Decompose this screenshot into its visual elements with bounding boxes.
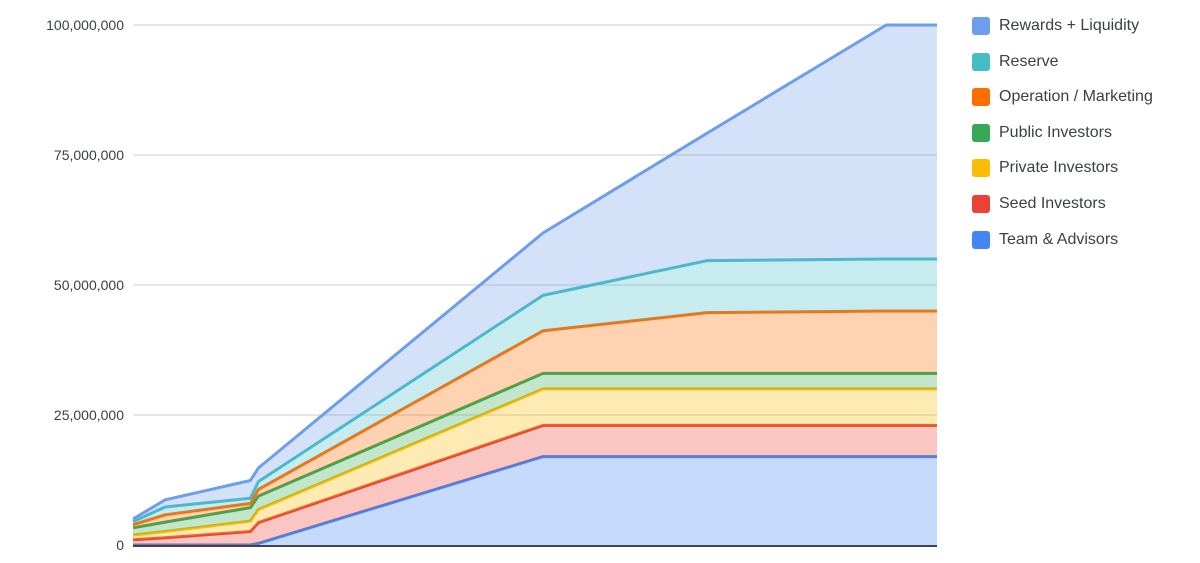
series-public-investors — [132, 371, 937, 536]
legend-color-swatch — [972, 195, 990, 213]
legend-color-swatch — [972, 230, 990, 249]
public-investors-line — [132, 371, 937, 530]
legend-color-swatch — [972, 123, 990, 142]
legend-item-label: Operation / Marketing — [999, 88, 1153, 106]
y-tick-label: 25,000,000 — [54, 407, 124, 423]
legend-item-label: Public Investors — [999, 123, 1112, 141]
legend-item-private-investors[interactable]: Private Investors — [972, 159, 1119, 178]
legend-item-label: Private Investors — [999, 159, 1119, 177]
y-tick-label: 75,000,000 — [54, 147, 124, 163]
rewards-liquidity-line — [132, 23, 937, 521]
public-investors-area — [133, 373, 937, 536]
private-investors-line — [132, 387, 937, 537]
rewards-liquidity-area — [133, 25, 937, 522]
private-investors-area — [133, 389, 937, 540]
legend-item-rewards-liquidity[interactable]: Rewards + Liquidity — [972, 17, 1139, 35]
legend-color-swatch — [972, 88, 990, 107]
legend-item-team-advisors[interactable]: Team & Advisors — [972, 230, 1119, 249]
legend-item-label: Rewards + Liquidity — [999, 17, 1140, 34]
legend-item-public-investors[interactable]: Public Investors — [972, 123, 1112, 142]
team-advisors-area — [133, 456, 937, 545]
reserve-area — [133, 259, 937, 525]
seed-investors-area — [133, 425, 937, 545]
reserve-line — [132, 257, 937, 523]
legend-item-label: Seed Investors — [999, 195, 1106, 212]
legend-item-reserve[interactable]: Reserve — [972, 52, 1059, 71]
legend-item-operation-marketing[interactable]: Operation / Marketing — [972, 88, 1153, 107]
y-tick-label: 0 — [116, 537, 124, 553]
operation-marketing-line — [132, 309, 937, 527]
operation-marketing-area — [133, 311, 937, 528]
seed-investors-line — [132, 423, 937, 542]
legend-color-swatch — [972, 17, 990, 35]
legend-item-label: Reserve — [999, 52, 1059, 70]
y-tick-label: 100,000,000 — [46, 17, 124, 33]
series-reserve — [132, 257, 937, 525]
legend-item-seed-investors[interactable]: Seed Investors — [972, 195, 1106, 213]
series-seed-investors — [132, 423, 937, 545]
y-axis-tick-labels: 100,000,000 75,000,000 50,000,000 25,000,00… — [46, 17, 124, 553]
legend-color-swatch — [972, 159, 990, 178]
series-operation-marketing — [132, 309, 937, 528]
series-private-investors — [132, 387, 937, 540]
y-gridlines — [133, 24, 937, 416]
series-rewards-liquidity — [132, 23, 937, 522]
legend-item-label: Team & Advisors — [999, 230, 1119, 248]
y-tick-label: 50,000,000 — [54, 277, 124, 293]
legend-color-swatch — [972, 52, 990, 71]
